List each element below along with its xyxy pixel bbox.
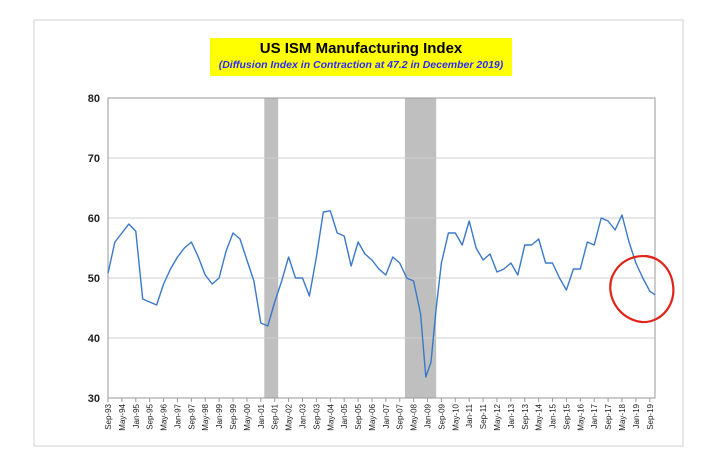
recession-band <box>264 98 279 398</box>
y-tick-label: 50 <box>88 273 100 285</box>
x-tick-label: May-00 <box>243 403 252 430</box>
x-tick-label: Jan-01 <box>257 403 266 428</box>
x-tick-label: May-14 <box>535 403 544 430</box>
chart-title: US ISM Manufacturing Index <box>259 40 463 57</box>
x-tick-label: Jan-07 <box>382 403 391 428</box>
x-tick-label: Jan-17 <box>590 403 599 428</box>
chart-subtitle: (Diffusion Index in Contraction at 47.2 … <box>218 59 504 71</box>
x-axis: Sep-93 May-94 Jan-95 Sep-95 May-96 Jan-97 Sep-… <box>104 398 655 431</box>
recession-band <box>404 98 437 398</box>
x-tick-label: May-16 <box>576 403 585 430</box>
x-tick-label: Jan-13 <box>507 403 516 428</box>
x-tick-label: May-12 <box>493 403 502 430</box>
series-line <box>107 210 656 378</box>
x-tick-label: May-06 <box>368 403 377 430</box>
x-tick-label: May-04 <box>326 403 335 430</box>
x-tick-label: May-02 <box>285 403 294 430</box>
gridlines <box>107 97 656 399</box>
x-tick-label: Sep-03 <box>312 403 321 429</box>
y-axis: 30 40 50 60 70 80 <box>88 93 100 405</box>
x-tick-label: May-98 <box>201 403 210 430</box>
x-tick-label: Jan-11 <box>465 403 474 427</box>
y-tick-label: 60 <box>88 213 100 225</box>
x-tick-label: May-18 <box>618 403 627 430</box>
x-tick-label: Jan-09 <box>424 403 433 428</box>
x-tick-label: Sep-99 <box>229 403 238 429</box>
x-tick-label: Jan-03 <box>298 403 307 428</box>
plot-border <box>107 97 656 399</box>
x-tick-label: Sep-01 <box>271 403 280 429</box>
x-tick-label: Sep-07 <box>396 403 405 429</box>
y-tick-label: 40 <box>88 333 100 345</box>
chart-outer-frame <box>33 19 684 447</box>
red-circle-annotation <box>609 254 675 324</box>
x-tick-label: May-94 <box>118 403 127 430</box>
x-tick-label: Jan-19 <box>632 403 641 428</box>
x-tick-label: May-10 <box>451 403 460 430</box>
x-tick-label: May-08 <box>410 403 419 430</box>
x-tick-label: Sep-13 <box>521 403 530 429</box>
series-lines <box>107 210 656 378</box>
x-tick-label: Jan-05 <box>340 403 349 428</box>
x-tick-label: Sep-95 <box>146 403 155 429</box>
x-tick-label: Sep-15 <box>562 403 571 429</box>
y-tick-label: 80 <box>88 93 100 105</box>
x-tick-label: Sep-11 <box>479 403 488 429</box>
x-tick-label: Jan-99 <box>215 403 224 428</box>
y-tick-label: 70 <box>88 153 100 165</box>
y-tick-label: 30 <box>88 393 100 405</box>
x-tick-label: Jan-97 <box>173 403 182 428</box>
x-tick-label: Sep-05 <box>354 403 363 429</box>
chart-border <box>33 19 684 447</box>
x-tick-label: Sep-09 <box>437 403 446 429</box>
x-tick-label: Jan-15 <box>549 403 558 428</box>
x-tick-label: Sep-19 <box>646 403 655 429</box>
recession-shading <box>264 98 437 398</box>
x-tick-label: May-96 <box>160 403 169 430</box>
annotation-layer <box>609 254 675 324</box>
x-tick-label: Sep-97 <box>187 403 196 429</box>
x-tick-label: Sep-17 <box>604 403 613 429</box>
x-tick-label: Jan-95 <box>132 403 141 428</box>
title-box: US ISM Manufacturing Index (Diffusion In… <box>210 38 512 76</box>
x-tick-label: Sep-93 <box>104 403 113 429</box>
